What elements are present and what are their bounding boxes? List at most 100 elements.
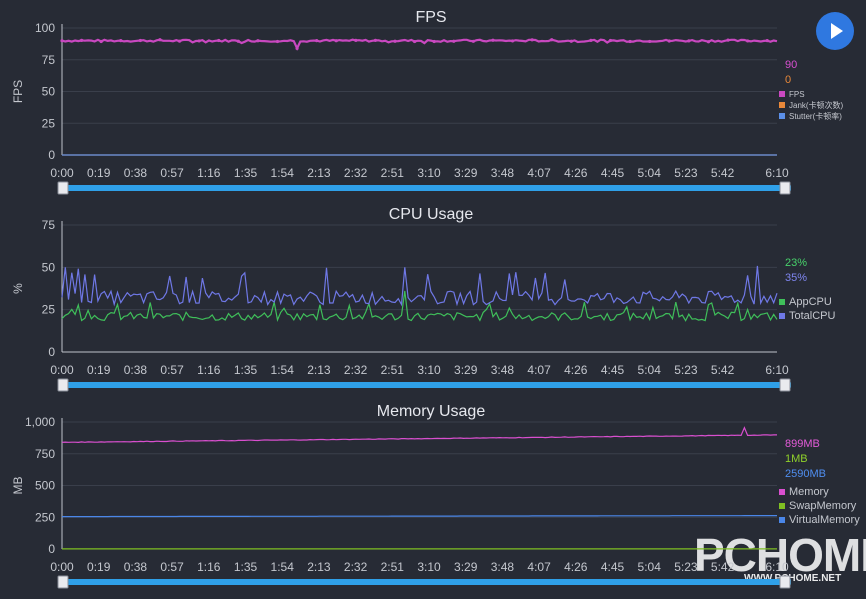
x-tick-label: 0:19 (87, 560, 111, 574)
x-tick-label: 0:38 (124, 166, 148, 180)
data-point (60, 39, 64, 43)
legend-entry: SwapMemory (789, 500, 857, 512)
x-tick-label: 4:45 (601, 166, 625, 180)
chart-0: FPS FPS 100 75 50 25 0 0:00 0:19 0:38 0:57 1:16 1:35… (11, 9, 844, 195)
x-tick-label: 3:10 (417, 363, 441, 377)
data-point (569, 39, 573, 43)
legend-swatch (779, 299, 785, 305)
x-tick-label: 0:57 (160, 363, 184, 377)
legend-entry: TotalCPU (789, 310, 836, 322)
x-tick-label: 3:29 (454, 560, 478, 574)
x-tick-label: 1:16 (197, 560, 221, 574)
x-tick-label: 4:07 (527, 166, 551, 180)
x-tick-label: 6:10 (765, 166, 789, 180)
x-tick-label: 2:32 (344, 363, 368, 377)
x-tick-label: 4:26 (564, 166, 588, 180)
data-point (217, 38, 221, 43)
current-value-label: 90 (785, 59, 797, 71)
x-tick-label: 1:16 (197, 363, 221, 377)
y-tick-label: 250 (35, 510, 55, 524)
current-value-label: 2590MB (785, 468, 826, 480)
data-point (687, 39, 691, 43)
current-value-label: 23% (785, 257, 807, 269)
x-tick-label: 1:54 (271, 560, 295, 574)
x-tick-label: 2:51 (381, 560, 405, 574)
x-tick-label: 4:07 (527, 560, 551, 574)
range-slider-track (60, 382, 791, 388)
x-tick-label: 1:35 (234, 166, 258, 180)
data-point (706, 40, 711, 44)
x-tick-label: 2:13 (307, 166, 331, 180)
data-point (99, 39, 103, 44)
data-point (275, 39, 280, 44)
data-point (510, 39, 515, 43)
x-tick-label: 3:48 (491, 560, 515, 574)
play-button[interactable] (816, 12, 854, 50)
range-slider-end-handle (779, 378, 791, 392)
range-slider-start-handle (57, 575, 69, 589)
x-tick-label: 0:38 (124, 560, 148, 574)
y-tick-label: 75 (42, 53, 56, 67)
y-tick-label: 0 (48, 148, 55, 162)
x-tick-label: 0:00 (50, 560, 74, 574)
legend-entry: Jank(卡顿次数) (789, 100, 844, 110)
data-point (589, 38, 593, 42)
x-tick-label: 3:48 (491, 166, 515, 180)
x-tick-label: 2:32 (344, 166, 368, 180)
x-tick-label: 5:23 (674, 363, 698, 377)
range-slider-track (60, 579, 791, 585)
data-point (452, 39, 456, 43)
legend-swatch (779, 313, 785, 319)
range-slider-track (60, 185, 791, 191)
y-tick-label: 50 (42, 260, 56, 274)
legend-entry: FPS (789, 90, 805, 99)
x-tick-label: 5:04 (638, 363, 662, 377)
x-tick-label: 6:10 (765, 363, 789, 377)
data-point (608, 38, 613, 43)
current-value-label: 899MB (785, 438, 820, 450)
data-point (726, 38, 730, 42)
x-tick-label: 0:57 (160, 166, 184, 180)
watermark-url: WWW.PCHOME.NET (744, 573, 842, 584)
x-tick-label: 2:32 (344, 560, 368, 574)
series-line (62, 514, 777, 518)
x-tick-label: 1:16 (197, 166, 221, 180)
legend-swatch (779, 489, 785, 495)
data-point (177, 39, 182, 43)
series-line (61, 426, 777, 444)
series-line (61, 290, 778, 322)
chart-title: Memory Usage (377, 403, 486, 420)
y-axis-label: MB (11, 477, 25, 495)
x-tick-label: 6:10 (765, 560, 789, 574)
data-point (413, 39, 417, 44)
x-tick-label: 0:57 (160, 560, 184, 574)
y-tick-label: 0 (48, 542, 55, 556)
data-point (393, 39, 397, 43)
data-point (256, 39, 260, 43)
x-tick-label: 2:13 (307, 363, 331, 377)
legend-entry: AppCPU (789, 296, 832, 308)
data-point (197, 39, 201, 43)
y-tick-label: 0 (48, 345, 55, 359)
x-tick-label: 0:19 (87, 363, 111, 377)
y-tick-label: 50 (42, 85, 56, 99)
x-tick-label: 1:35 (234, 363, 258, 377)
series-line (61, 265, 778, 307)
x-tick-label: 0:19 (87, 166, 111, 180)
range-slider-end-handle (779, 181, 791, 195)
legend-swatch (779, 91, 785, 97)
data-point (373, 38, 378, 42)
data-point (236, 39, 240, 43)
chart-title: CPU Usage (389, 206, 474, 223)
data-point (530, 38, 534, 42)
legend-entry: VirtualMemory (789, 514, 860, 526)
x-tick-label: 5:42 (711, 560, 735, 574)
data-point (432, 39, 436, 44)
watermark-logo: PCHOME (694, 529, 866, 581)
x-tick-label: 5:04 (638, 166, 662, 180)
x-tick-label: 4:45 (601, 560, 625, 574)
x-tick-label: 5:42 (711, 363, 735, 377)
data-point (295, 46, 299, 50)
legend-swatch (779, 503, 785, 509)
x-tick-label: 3:29 (454, 363, 478, 377)
